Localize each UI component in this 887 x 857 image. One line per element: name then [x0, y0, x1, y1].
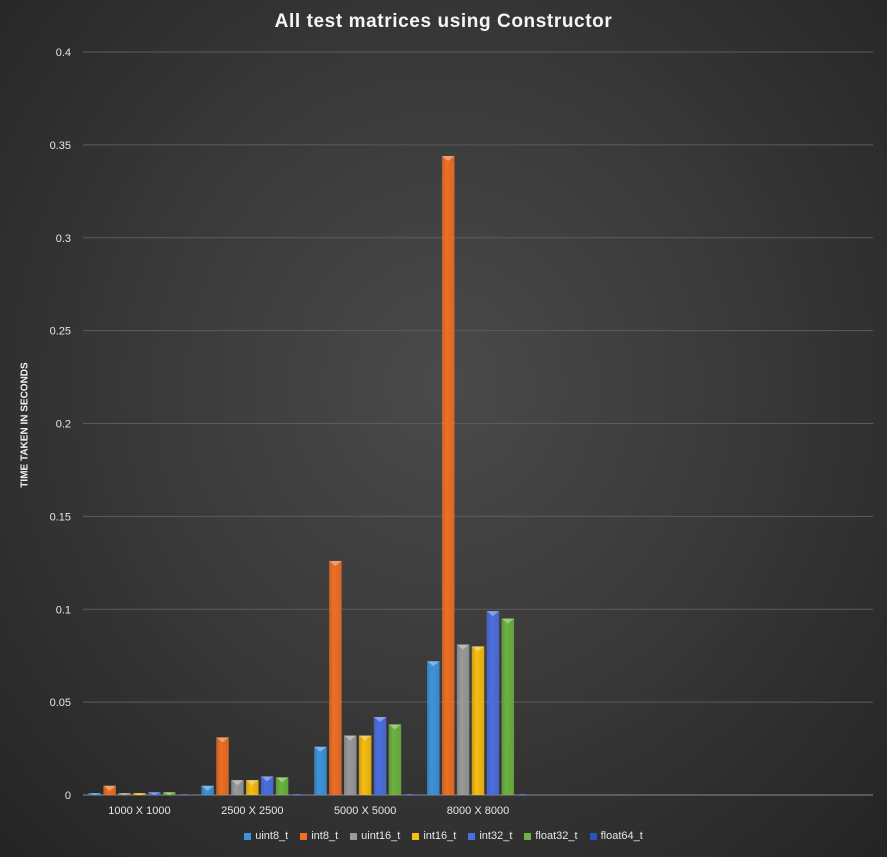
bar-cap — [471, 646, 485, 652]
bar — [260, 776, 274, 795]
bar — [133, 793, 146, 795]
bar — [290, 794, 304, 795]
bar-cap — [373, 716, 387, 722]
bar-cap — [260, 776, 274, 782]
legend-item: int32_t — [468, 830, 512, 842]
legend-item: int16_t — [412, 830, 456, 842]
y-tick-label: 0.2 — [56, 419, 71, 431]
legend-label: float64_t — [600, 830, 643, 842]
legend-item: float32_t — [524, 830, 578, 842]
y-tick-label: 0 — [65, 790, 71, 802]
bar-cap — [118, 793, 131, 795]
x-tick-label: 2500 X 2500 — [221, 805, 283, 817]
bar-cap — [246, 780, 259, 786]
legend-swatch — [244, 832, 252, 840]
x-tick-label: 5000 X 5000 — [334, 805, 396, 817]
bar-cap — [290, 794, 304, 795]
legend-label: uint16_t — [361, 830, 401, 842]
y-tick-label: 0.4 — [56, 47, 71, 59]
bar-cap — [516, 794, 529, 795]
bar — [88, 793, 101, 795]
bar — [456, 644, 470, 795]
bar-cap — [216, 737, 229, 743]
bar-cap — [88, 793, 101, 795]
bar — [471, 646, 485, 795]
bar — [216, 737, 229, 795]
bar — [231, 780, 244, 795]
x-tick-label: 1000 X 1000 — [108, 805, 170, 817]
legend-swatch — [524, 832, 532, 840]
bar — [118, 793, 131, 795]
bar-cap — [133, 793, 146, 795]
legend-item: uint16_t — [350, 830, 400, 842]
legend-swatch — [412, 832, 420, 840]
bar — [177, 794, 191, 795]
bar-cap — [456, 644, 470, 650]
bar-cap — [329, 560, 342, 566]
bar-cap — [177, 794, 191, 795]
bar — [314, 746, 327, 795]
bar — [388, 724, 402, 795]
legend-label: int32_t — [479, 830, 513, 842]
bar — [403, 794, 417, 795]
chart-title: All test matrices using Constructor — [274, 11, 613, 32]
bar-cap — [162, 792, 176, 795]
legend-item: int8_t — [300, 830, 338, 842]
bar — [329, 560, 342, 795]
bar-cap — [231, 780, 244, 786]
bar-cap — [441, 156, 455, 162]
legend-item: uint8_t — [244, 830, 288, 842]
legend-label: uint8_t — [255, 830, 289, 842]
legend-swatch — [468, 832, 476, 840]
bar-cap — [388, 724, 402, 730]
bar-cap — [403, 794, 417, 795]
bar — [246, 780, 259, 795]
y-tick-label: 0.15 — [50, 511, 71, 523]
bar — [427, 661, 440, 795]
bar-cap — [343, 735, 357, 741]
bar — [486, 611, 500, 795]
bar — [441, 156, 455, 795]
legend-item: float64_t — [589, 830, 643, 842]
bar-cap — [501, 618, 515, 624]
bar — [201, 785, 214, 795]
legend: uint8_t int8_t uint16_t int16_t int32_t float… — [0, 830, 887, 842]
legend-swatch — [300, 832, 308, 840]
bar-cap — [275, 777, 289, 783]
bar — [162, 792, 176, 795]
y-tick-label: 0.35 — [50, 140, 71, 152]
bar-cap — [486, 611, 500, 617]
bar — [275, 777, 289, 795]
y-tick-label: 0.1 — [56, 604, 71, 616]
y-tick-label: 0.3 — [56, 233, 71, 245]
bar-cap — [148, 792, 161, 795]
bar — [516, 794, 529, 795]
y-tick-label: 0.05 — [50, 697, 71, 709]
bar — [103, 785, 116, 795]
legend-swatch — [350, 832, 358, 840]
bar-cap — [427, 661, 440, 667]
bar-cap — [358, 735, 372, 741]
x-tick-label: 8000 X 8000 — [447, 805, 509, 817]
bar — [343, 735, 357, 795]
legend-label: int8_t — [311, 830, 339, 842]
legend-swatch — [589, 832, 597, 840]
bar-cap — [314, 746, 327, 752]
bar — [358, 735, 372, 795]
bar — [501, 618, 515, 795]
legend-label: int16_t — [423, 830, 457, 842]
bar-cap — [103, 785, 116, 791]
bar — [373, 716, 387, 795]
y-tick-label: 0.25 — [50, 326, 71, 338]
legend-label: float32_t — [535, 830, 578, 842]
bar — [148, 792, 161, 795]
bar-cap — [201, 785, 214, 791]
